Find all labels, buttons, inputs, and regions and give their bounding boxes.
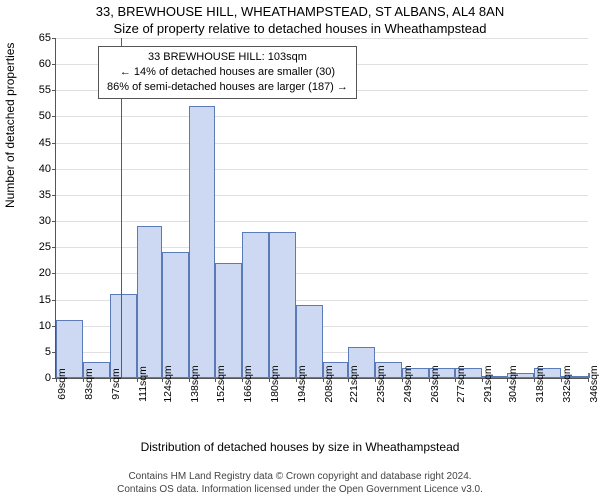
histogram-bar bbox=[269, 232, 296, 378]
xtick-label: 332sqm bbox=[561, 365, 573, 402]
ytick-label: 30 bbox=[39, 215, 51, 227]
y-axis-label: Number of detached properties bbox=[3, 43, 17, 208]
ytick-label: 65 bbox=[39, 32, 51, 44]
ytick-mark bbox=[52, 300, 56, 301]
xtick-label: 346sqm bbox=[588, 365, 600, 402]
xtick-label: 166sqm bbox=[242, 365, 254, 402]
xtick-label: 111sqm bbox=[137, 366, 149, 402]
ytick-label: 5 bbox=[45, 346, 51, 358]
gridline bbox=[56, 169, 588, 170]
xtick-label: 194sqm bbox=[296, 365, 308, 402]
xtick-label: 249sqm bbox=[402, 365, 414, 402]
xtick-label: 221sqm bbox=[348, 365, 360, 402]
xtick-label: 277sqm bbox=[455, 365, 467, 402]
histogram-bar bbox=[215, 263, 242, 378]
xtick-label: 180sqm bbox=[269, 365, 281, 402]
gridline bbox=[56, 116, 588, 117]
xtick-label: 138sqm bbox=[189, 365, 201, 402]
ytick-mark bbox=[52, 195, 56, 196]
ytick-label: 35 bbox=[39, 189, 51, 201]
plot-area: 0510152025303540455055606569sqm83sqm97sq… bbox=[55, 38, 588, 379]
ytick-label: 25 bbox=[39, 241, 51, 253]
xtick-label: 235sqm bbox=[375, 365, 387, 402]
ytick-label: 40 bbox=[39, 163, 51, 175]
gridline bbox=[56, 143, 588, 144]
ytick-label: 45 bbox=[39, 137, 51, 149]
annotation-box: 33 BREWHOUSE HILL: 103sqm ← 14% of detac… bbox=[98, 46, 357, 99]
ytick-label: 10 bbox=[39, 320, 51, 332]
ytick-mark bbox=[52, 116, 56, 117]
xtick-label: 69sqm bbox=[56, 368, 68, 400]
ytick-label: 55 bbox=[39, 84, 51, 96]
footer-line1: Contains HM Land Registry data © Crown c… bbox=[0, 471, 600, 484]
xtick-label: 304sqm bbox=[507, 365, 519, 402]
ytick-mark bbox=[52, 143, 56, 144]
histogram-bar bbox=[189, 106, 216, 378]
ytick-mark bbox=[52, 273, 56, 274]
annotation-line1: 33 BREWHOUSE HILL: 103sqm bbox=[107, 50, 348, 65]
xtick-label: 208sqm bbox=[323, 365, 335, 402]
x-axis-label: Distribution of detached houses by size … bbox=[0, 440, 600, 454]
footer-line2: Contains OS data. Information licensed u… bbox=[0, 484, 600, 497]
histogram-bar bbox=[162, 252, 189, 378]
histogram-bar bbox=[242, 232, 269, 378]
xtick-label: 291sqm bbox=[482, 365, 494, 402]
ytick-mark bbox=[52, 90, 56, 91]
gridline bbox=[56, 38, 588, 39]
ytick-mark bbox=[52, 38, 56, 39]
ytick-label: 60 bbox=[39, 58, 51, 70]
histogram-chart: 33, BREWHOUSE HILL, WHEATHAMPSTEAD, ST A… bbox=[0, 0, 600, 500]
annotation-line3: 86% of semi-detached houses are larger (… bbox=[107, 80, 348, 95]
xtick-label: 124sqm bbox=[162, 365, 174, 402]
gridline bbox=[56, 221, 588, 222]
ytick-label: 0 bbox=[45, 372, 51, 384]
ytick-mark bbox=[52, 221, 56, 222]
ytick-mark bbox=[52, 247, 56, 248]
ytick-label: 50 bbox=[39, 110, 51, 122]
histogram-bar bbox=[110, 294, 137, 378]
xtick-label: 83sqm bbox=[83, 368, 95, 400]
histogram-bar bbox=[137, 226, 162, 378]
ytick-label: 15 bbox=[39, 294, 51, 306]
chart-title-line2: Size of property relative to detached ho… bbox=[0, 21, 600, 36]
xtick-label: 152sqm bbox=[215, 365, 227, 402]
ytick-mark bbox=[52, 64, 56, 65]
annotation-line2: ← 14% of detached houses are smaller (30… bbox=[107, 65, 348, 80]
xtick-label: 318sqm bbox=[534, 365, 546, 402]
xtick-label: 97sqm bbox=[110, 368, 122, 400]
ytick-mark bbox=[52, 169, 56, 170]
footer-attribution: Contains HM Land Registry data © Crown c… bbox=[0, 471, 600, 496]
ytick-label: 20 bbox=[39, 267, 51, 279]
gridline bbox=[56, 195, 588, 196]
chart-title-line1: 33, BREWHOUSE HILL, WHEATHAMPSTEAD, ST A… bbox=[0, 4, 600, 19]
xtick-label: 263sqm bbox=[429, 365, 441, 402]
